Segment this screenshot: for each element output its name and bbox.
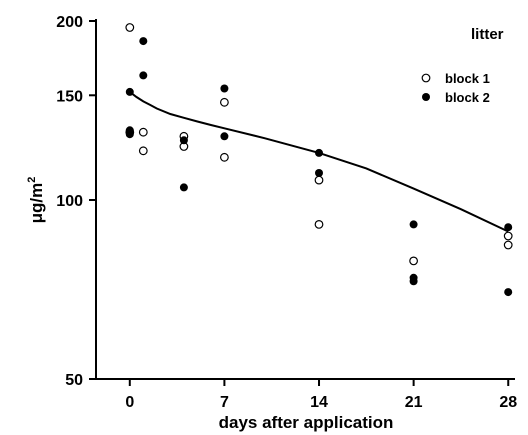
y-axis-title-main: μg/m [27, 183, 46, 224]
block-2-point-10 [315, 169, 323, 177]
block-1-point-0 [125, 23, 135, 32]
block-2-point-0 [125, 87, 134, 96]
legend: block 1 block 2 [421, 71, 490, 105]
y-tick-label-200: 200 [56, 14, 83, 31]
block-1-point-7 [219, 152, 229, 162]
legend-marker-block-2 [422, 93, 430, 101]
block-2-point-5 [179, 136, 188, 145]
block-2-point-4 [139, 71, 148, 80]
x-ticks: 0 7 14 21 28 [125, 379, 517, 411]
legend-marker-block-1 [421, 73, 431, 83]
block-1-point-3 [138, 146, 148, 156]
y-ticks: 50 100 150 200 [56, 14, 96, 389]
block-2-point-11 [409, 220, 418, 229]
legend-label-block-1: block 1 [445, 71, 490, 86]
block-1-point-6 [219, 97, 229, 107]
block-1-point-9 [314, 219, 324, 229]
block-1-point-11 [503, 231, 513, 241]
y-axis-title-sup: 2 [26, 177, 38, 183]
block-2-point-15 [504, 288, 513, 297]
block-1-point-2 [138, 127, 148, 137]
block-2-point-8 [220, 132, 229, 141]
block-2-point-9 [315, 148, 323, 157]
block-2-point-2 [125, 130, 134, 139]
y-tick-label-150: 150 [56, 88, 83, 105]
legend-label-block-2: block 2 [445, 90, 490, 105]
x-tick-label-28: 28 [499, 394, 517, 411]
block-1-point-8 [314, 175, 324, 185]
block-2-point-6 [179, 183, 188, 192]
x-tick-label-21: 21 [405, 394, 423, 411]
data-points [125, 23, 513, 297]
panel-label: litter [471, 26, 504, 43]
y-tick-label-50: 50 [65, 372, 83, 389]
x-tick-label-14: 14 [310, 394, 328, 411]
y-axis-title: μg/m2 [26, 177, 46, 224]
block-2-point-7 [220, 84, 229, 93]
svg-text:μg/m2: μg/m2 [26, 177, 46, 224]
block-2-point-14 [504, 223, 513, 232]
block-1-point-10 [409, 256, 419, 266]
y-tick-label-100: 100 [56, 193, 83, 210]
block-2-point-3 [139, 37, 148, 46]
x-tick-label-7: 7 [220, 394, 229, 411]
block-1-point-12 [503, 240, 513, 250]
x-axis-title: days after application [219, 413, 394, 432]
block-2-point-13 [409, 277, 418, 286]
x-tick-label-0: 0 [125, 394, 134, 411]
fit-curve [129, 91, 509, 233]
